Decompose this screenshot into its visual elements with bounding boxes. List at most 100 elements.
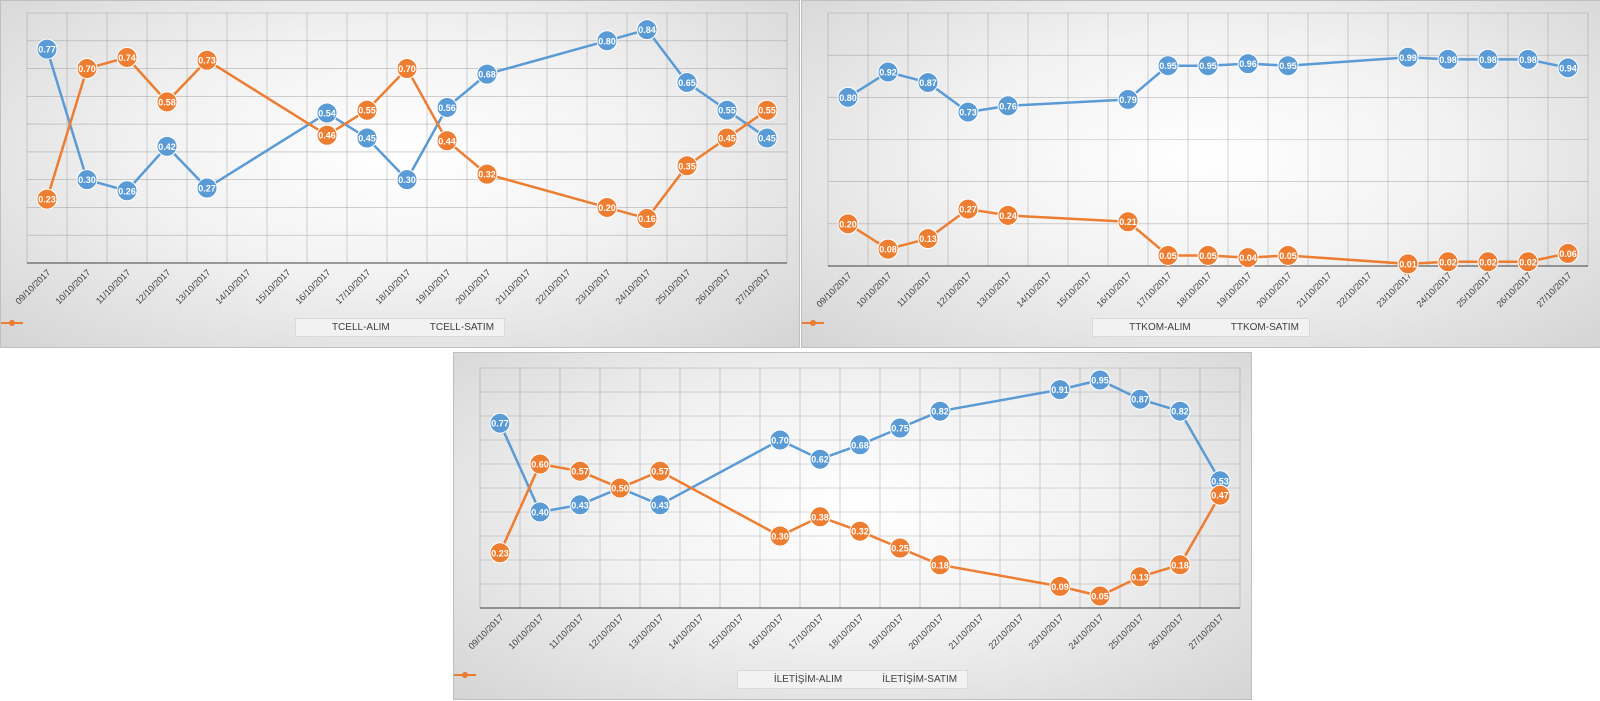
data-label: 0.13 [1131, 572, 1149, 582]
legend-label-alim: TTKOM-ALIM [1129, 322, 1191, 333]
data-label: 0.99 [1399, 53, 1417, 63]
x-tick-label: 16/10/2017 [293, 267, 332, 306]
data-point [877, 61, 899, 83]
data-point [889, 537, 911, 559]
data-label: 0.35 [678, 161, 696, 171]
data-point [1169, 554, 1191, 576]
data-label: 0.95 [1159, 61, 1177, 71]
data-label: 0.05 [1091, 592, 1109, 602]
x-tick-label: 14/10/2017 [213, 267, 252, 306]
x-tick-label: 22/10/2017 [1334, 270, 1373, 309]
ttkom-legend: TTKOM-ALIM TTKOM-SATIM [802, 318, 1600, 337]
data-point [1437, 48, 1459, 70]
data-label: 0.50 [611, 484, 629, 494]
data-label: 0.65 [678, 78, 696, 88]
x-tick-label: 22/10/2017 [986, 612, 1025, 651]
legend-label-satim: İLETİŞİM-SATIM [882, 674, 958, 685]
data-point [1089, 369, 1111, 391]
data-point [649, 460, 671, 482]
x-tick-label: 17/10/2017 [1134, 270, 1173, 309]
x-tick-label: 14/10/2017 [1014, 270, 1053, 309]
data-label: 0.96 [1239, 59, 1257, 69]
x-tick-label: 21/10/2017 [946, 612, 985, 651]
data-label: 0.30 [78, 175, 96, 185]
data-label: 0.68 [478, 70, 496, 80]
data-point [596, 30, 618, 52]
legend-item-satim: İLETİŞİM-SATIM [454, 672, 958, 685]
ttkom-chart-panel: 09/10/2017 10/10/2017 11/10/2017 12/10/2017… [801, 0, 1600, 348]
x-tick-label: 15/10/2017 [253, 267, 292, 306]
data-point [396, 58, 418, 80]
data-label: 0.95 [1279, 61, 1297, 71]
x-tick-label: 21/10/2017 [1294, 270, 1333, 309]
data-point [917, 228, 939, 250]
data-label: 0.62 [811, 455, 829, 465]
x-tick-label: 26/10/2017 [1146, 612, 1185, 651]
data-label: 0.44 [438, 136, 456, 146]
x-tick-label: 22/10/2017 [533, 267, 572, 306]
x-tick-label: 25/10/2017 [653, 267, 692, 306]
data-label: 0.30 [771, 532, 789, 542]
data-label: 0.70 [398, 64, 416, 74]
data-label: 0.24 [999, 211, 1017, 221]
data-point [116, 46, 138, 68]
data-label: 0.16 [638, 214, 656, 224]
data-label: 0.76 [999, 101, 1017, 111]
data-point [889, 417, 911, 439]
legend-label-alim: TCELL-ALIM [331, 322, 390, 333]
data-label: 0.38 [811, 512, 829, 522]
data-label: 0.05 [1199, 251, 1217, 261]
data-point [596, 196, 618, 218]
data-label: 0.77 [38, 45, 56, 55]
data-point [1277, 55, 1299, 77]
legend-item-alim: TCELL-ALIM [1, 320, 390, 333]
data-point [1277, 244, 1299, 266]
data-label: 0.75 [891, 424, 909, 434]
data-point [1437, 251, 1459, 273]
x-tick-label: 25/10/2017 [1454, 270, 1493, 309]
legend-line-marker-icon [454, 672, 878, 685]
data-label: 0.87 [1131, 395, 1149, 405]
data-label: 0.53 [1211, 476, 1229, 486]
data-label: 0.32 [478, 170, 496, 180]
data-point [649, 494, 671, 516]
data-point [997, 204, 1019, 226]
data-label: 0.46 [318, 131, 336, 141]
data-label: 0.80 [598, 36, 616, 46]
data-label: 0.27 [198, 184, 216, 194]
data-label: 0.55 [718, 106, 736, 116]
data-point [476, 63, 498, 85]
x-tick-label: 09/10/2017 [13, 267, 52, 306]
data-point [1477, 48, 1499, 70]
data-point [1129, 388, 1151, 410]
data-point [609, 477, 631, 499]
data-point [1397, 46, 1419, 68]
ttkom-chart-svg: 09/10/2017 10/10/2017 11/10/2017 12/10/2017… [814, 12, 1589, 309]
x-tick-label: 11/10/2017 [547, 612, 585, 650]
tcell-chart-svg: 09/10/2017 10/10/2017 11/10/2017 12/10/2017… [13, 12, 788, 306]
data-point [36, 188, 58, 210]
data-point [116, 180, 138, 202]
data-point [436, 130, 458, 152]
data-point [196, 49, 218, 71]
data-label: 0.55 [358, 106, 376, 116]
tcell-legend: TCELL-ALIM TCELL-SATIM [1, 318, 799, 337]
data-point [1557, 57, 1579, 79]
series-line-satim [45, 56, 768, 220]
iletisim-chart-svg: 09/10/2017 10/10/2017 11/10/2017 12/10/2017… [466, 367, 1241, 651]
series-line-alim [45, 28, 768, 193]
data-label: 0.26 [118, 186, 136, 196]
data-label: 0.20 [839, 219, 857, 229]
legend-line-marker-icon [802, 320, 1227, 333]
data-label: 0.40 [531, 508, 549, 518]
x-tick-label: 24/10/2017 [613, 267, 652, 306]
legend-item-alim: TTKOM-ALIM [802, 320, 1191, 333]
data-point [1049, 379, 1071, 401]
x-tick-label: 19/10/2017 [1214, 270, 1253, 309]
data-point [1517, 48, 1539, 70]
x-tick-label: 16/10/2017 [1094, 270, 1133, 309]
x-tick-label: 09/10/2017 [814, 270, 853, 309]
data-label: 0.56 [438, 103, 456, 113]
data-label: 0.94 [1559, 63, 1577, 73]
data-point [929, 400, 951, 422]
